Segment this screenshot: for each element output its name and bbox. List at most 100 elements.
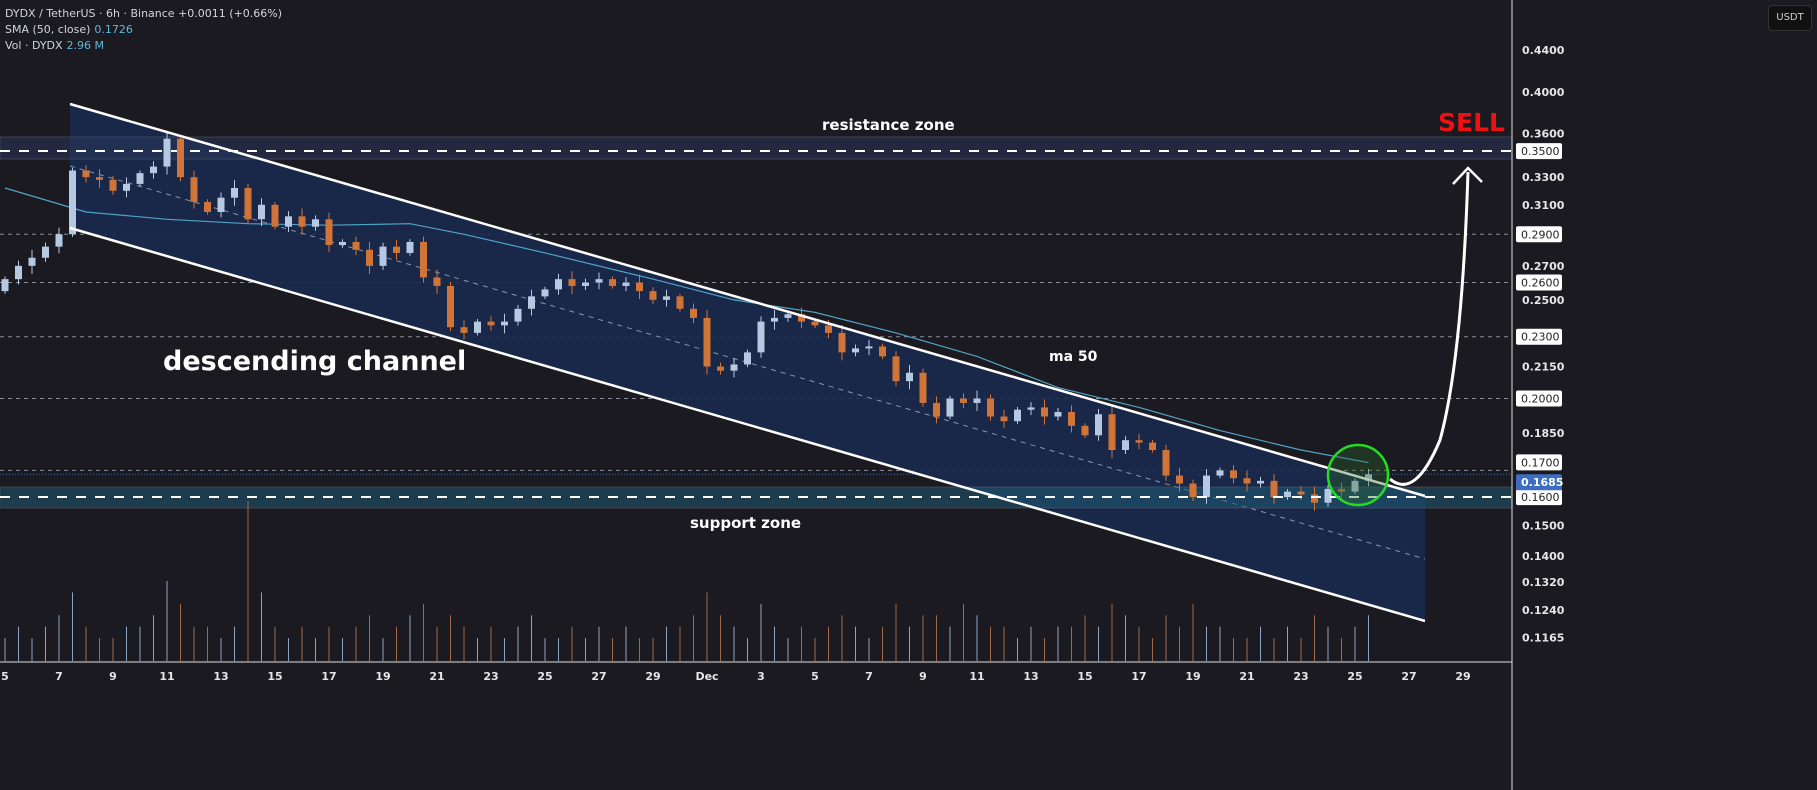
candle xyxy=(15,260,22,285)
candle xyxy=(636,274,643,300)
volume-bar xyxy=(720,615,721,661)
volume-bar xyxy=(409,615,411,661)
candle-body xyxy=(150,166,157,174)
volume-bar xyxy=(1057,626,1059,661)
candle xyxy=(325,212,333,252)
symbol-row[interactable]: DYDX / TetherUS · 6h · Binance +0.0011 (… xyxy=(5,6,282,22)
candle xyxy=(1230,465,1237,484)
volume-label: Vol · DYDX xyxy=(5,39,63,52)
volume-bar xyxy=(1246,638,1248,661)
volume-bar xyxy=(841,615,843,661)
sma-row[interactable]: SMA (50, close) 0.1726 xyxy=(5,22,282,38)
date-tick-label: 7 xyxy=(865,670,873,683)
candle-body xyxy=(528,296,535,309)
price-axis[interactable]: 0.4400 0.4000 0.3600 0.3300 0.3100 0.2700 0.25… xyxy=(1516,44,1565,644)
projection-arrow xyxy=(1389,171,1470,486)
volume-bar xyxy=(571,626,573,661)
price-level-label: 0.2000 xyxy=(1521,392,1560,405)
price-level-label: 0.2900 xyxy=(1521,228,1560,241)
price-tick-label: 0.1500 xyxy=(1522,520,1565,533)
candle-body xyxy=(906,372,913,382)
candle-body xyxy=(1027,407,1035,410)
candle xyxy=(190,170,198,209)
volume-bar xyxy=(774,626,775,661)
price-level-badge xyxy=(1516,454,1562,471)
candle-body xyxy=(69,170,76,235)
candle xyxy=(244,184,252,224)
candle-body xyxy=(1230,470,1237,479)
candle-body xyxy=(420,241,427,278)
currency-button[interactable]: USDT xyxy=(1768,5,1812,31)
volume-bar xyxy=(1368,615,1369,661)
candle-body xyxy=(757,321,765,353)
candle xyxy=(69,167,76,237)
candle xyxy=(474,318,481,336)
candle-body xyxy=(1311,494,1318,503)
volume-bar xyxy=(949,626,951,661)
time-axis[interactable]: 5 7 9 11 13 15 17 19 21 23 25 27 29 Dec 3 5 7 9 11 13 15 17 19… xyxy=(1,670,1470,683)
candle xyxy=(96,169,103,188)
candle-body xyxy=(55,234,63,247)
candle xyxy=(447,281,454,332)
volume-bar xyxy=(1003,626,1005,661)
date-tick-label: 25 xyxy=(1347,670,1362,683)
candle xyxy=(1216,467,1224,479)
volume-bar xyxy=(747,638,748,661)
price-level-badge xyxy=(1516,390,1562,407)
candle xyxy=(1,276,9,294)
candle-body xyxy=(865,346,873,349)
candle-body xyxy=(555,279,562,290)
volume-bar xyxy=(1300,638,1302,661)
candle xyxy=(1243,470,1251,492)
volume-bar xyxy=(450,615,451,661)
candle-body xyxy=(703,317,711,367)
volume-value: 2.96 M xyxy=(66,39,105,52)
candle xyxy=(1311,486,1318,511)
candle-body xyxy=(1108,414,1116,451)
volume-bar xyxy=(517,626,519,661)
volume-bar xyxy=(612,638,613,661)
candle-body xyxy=(487,321,495,326)
candle-body xyxy=(622,282,630,286)
volume-row[interactable]: Vol · DYDX 2.96 M xyxy=(5,38,282,54)
candle-body xyxy=(1095,414,1102,436)
price-tick-label: 0.4400 xyxy=(1522,44,1565,57)
volume-bar xyxy=(301,626,303,661)
candle-body xyxy=(1000,416,1008,422)
candle xyxy=(555,273,562,295)
candle xyxy=(730,357,738,378)
price-level-badge xyxy=(1516,489,1562,506)
candle xyxy=(1351,478,1359,495)
price-level-label: 0.2300 xyxy=(1521,331,1560,344)
date-tick-label: 7 xyxy=(55,670,63,683)
candle xyxy=(1081,423,1089,439)
candle-body xyxy=(204,201,211,212)
candle-body xyxy=(582,282,589,286)
candle xyxy=(852,344,859,357)
candle-body xyxy=(879,346,886,357)
candle-body xyxy=(1365,474,1372,481)
breakout-highlight-circle xyxy=(1326,443,1390,507)
candle-body xyxy=(744,352,751,365)
sma-label: SMA (50, close) xyxy=(5,23,91,36)
candle xyxy=(258,198,265,226)
price-tick-label: 0.4000 xyxy=(1522,86,1565,99)
candle-body xyxy=(892,356,900,382)
candle xyxy=(514,304,522,326)
volume-bar xyxy=(355,626,357,661)
volume-bar xyxy=(99,638,100,661)
volume-bar xyxy=(85,626,87,661)
date-tick-label: 23 xyxy=(483,670,498,683)
price-tick-label: 0.2500 xyxy=(1522,294,1565,307)
candle-body xyxy=(1122,440,1129,451)
candle xyxy=(798,307,805,329)
date-tick-label: 17 xyxy=(1131,670,1146,683)
volume-bar xyxy=(652,638,654,661)
candle-body xyxy=(1176,475,1183,484)
candle-body xyxy=(1,279,9,292)
volume-bar xyxy=(31,638,33,661)
candle xyxy=(609,276,616,289)
candle xyxy=(595,272,603,290)
volume-bar xyxy=(1111,603,1113,661)
